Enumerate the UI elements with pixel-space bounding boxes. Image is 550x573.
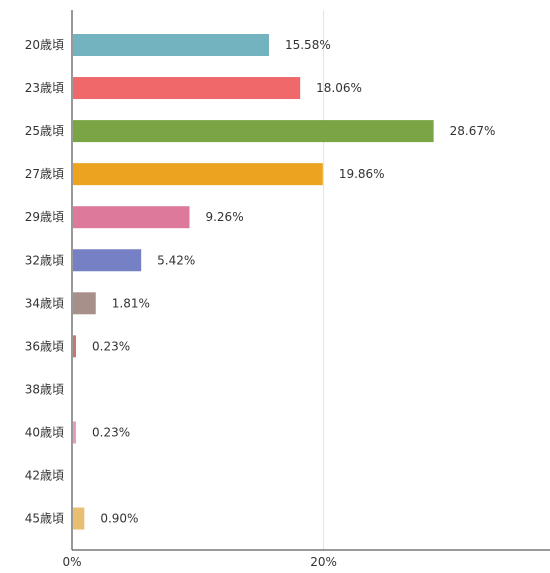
axes [71, 10, 550, 551]
bar [73, 77, 301, 100]
data-label: 1.81% [112, 296, 150, 310]
category-label: 20歳頃 [25, 38, 64, 52]
category-label: 45歳頃 [25, 512, 64, 526]
category-label: 36歳頃 [25, 339, 64, 353]
data-label: 0.23% [92, 339, 130, 353]
category-label: 25歳頃 [25, 124, 64, 138]
labels: 0% 20% 20歳頃 15.58% 23歳頃 18.06% 25歳頃 28.67% 27歳頃 1… [25, 38, 496, 569]
category-label: 27歳頃 [25, 167, 64, 181]
data-label: 0.23% [92, 425, 130, 439]
data-label: 9.26% [205, 210, 243, 224]
category-label: 40歳頃 [25, 425, 64, 439]
bar [73, 163, 323, 186]
data-label: 28.67% [450, 124, 496, 138]
bar [73, 335, 76, 358]
bar [73, 421, 76, 444]
category-label: 32歳頃 [25, 253, 64, 267]
data-label: 15.58% [285, 38, 331, 52]
category-label: 29歳頃 [25, 210, 64, 224]
x-tick-label: 20% [310, 555, 337, 569]
bar [73, 507, 85, 530]
bars [73, 34, 434, 530]
bar [73, 206, 190, 229]
data-label: 18.06% [316, 81, 362, 95]
category-label: 42歳頃 [25, 469, 64, 483]
data-label: 19.86% [339, 167, 385, 181]
data-label: 5.42% [157, 253, 195, 267]
bar [73, 120, 434, 143]
bar [73, 34, 269, 56]
bar [73, 249, 142, 272]
category-label: 34歳頃 [25, 296, 64, 310]
category-label: 38歳頃 [25, 382, 64, 396]
data-label: 0.90% [100, 512, 138, 526]
x-tick-label: 0% [62, 555, 81, 569]
category-label: 23歳頃 [25, 81, 64, 95]
bar [73, 292, 96, 315]
